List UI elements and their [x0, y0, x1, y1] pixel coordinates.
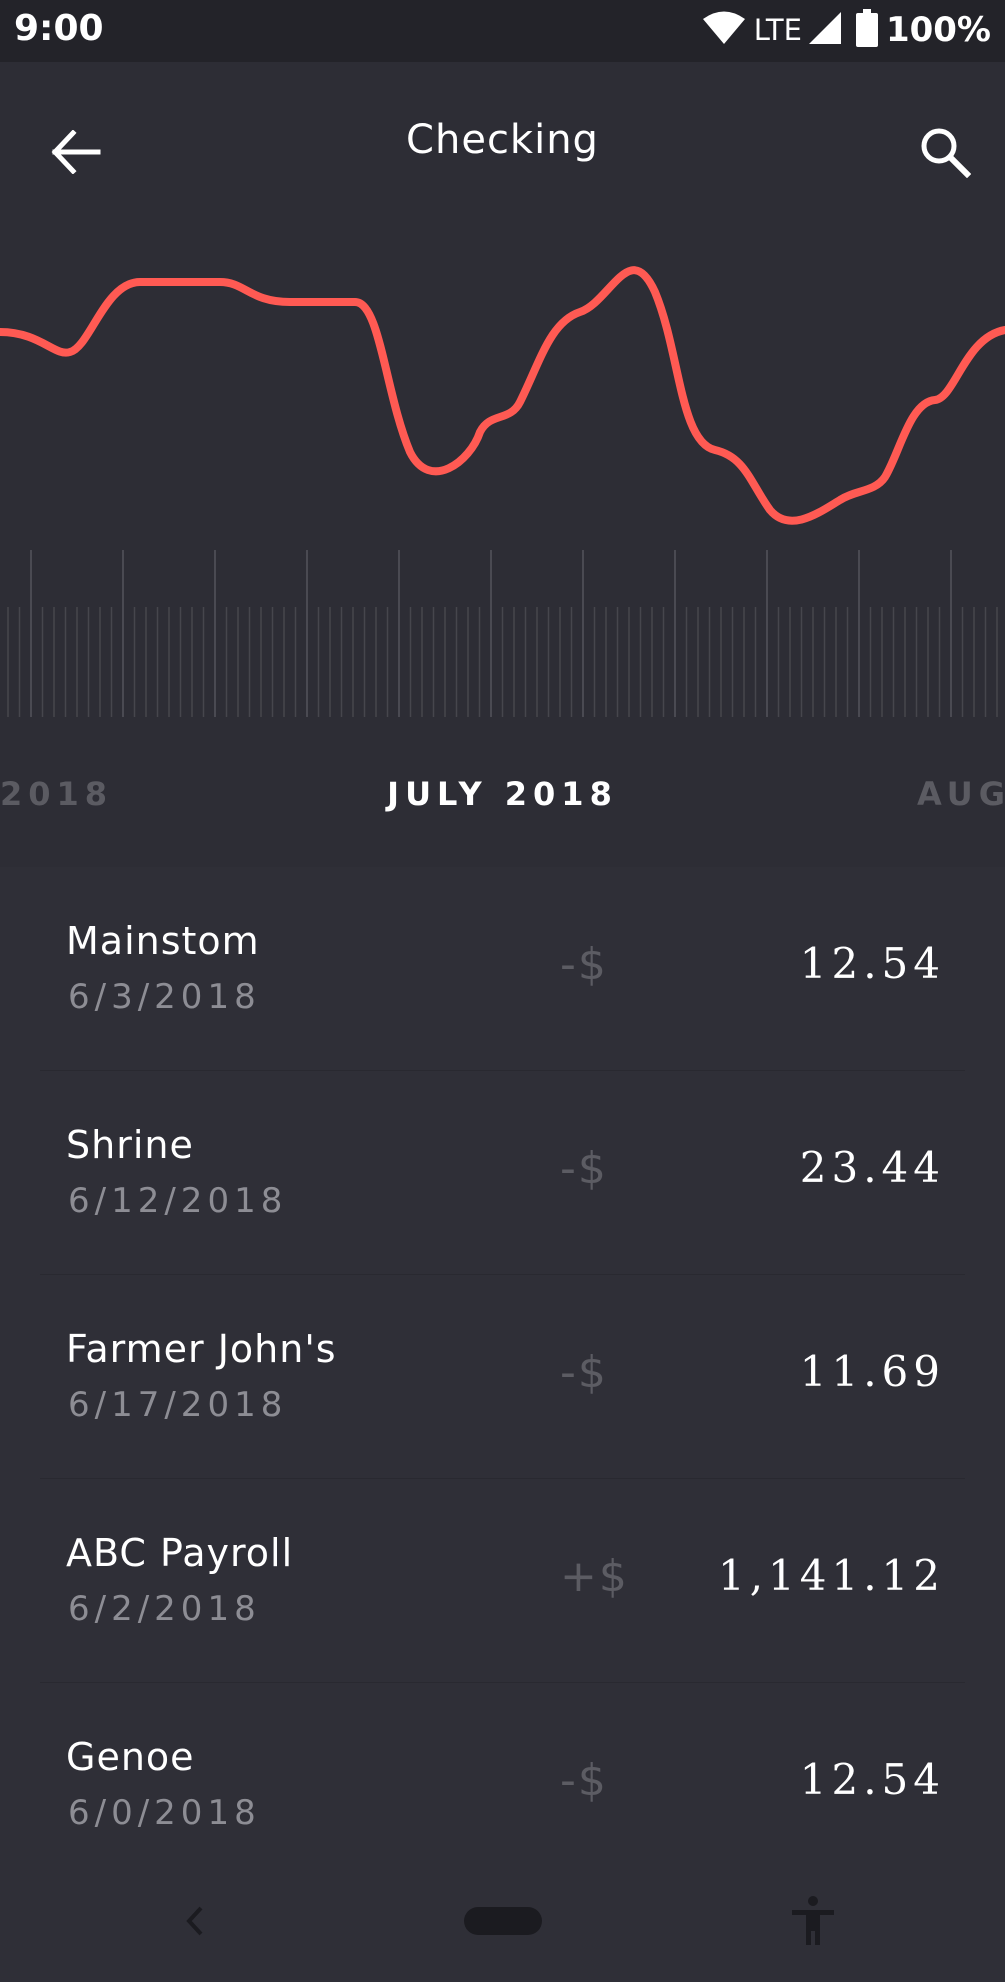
status-bar: 9:00 LTE 100% — [0, 0, 1005, 62]
transaction-amount: 23.44 — [799, 1143, 945, 1192]
wifi-icon — [702, 10, 746, 50]
transaction-row[interactable]: Shrine 6/12/2018 -$ 23.44 — [40, 1071, 965, 1275]
status-icons: LTE 100% — [702, 6, 991, 54]
transaction-row[interactable]: ABC Payroll 6/2/2018 +$ 1,141.12 — [40, 1479, 965, 1683]
home-pill[interactable] — [464, 1907, 542, 1935]
cell-signal-icon — [808, 11, 842, 49]
transaction-amount: 1,141.12 — [717, 1551, 945, 1600]
balance-chart[interactable] — [0, 222, 1005, 717]
page-title: Checking — [406, 117, 599, 163]
transaction-sign: -$ — [560, 939, 608, 990]
transaction-date: 6/17/2018 — [68, 1385, 288, 1425]
transaction-name: Genoe — [66, 1735, 195, 1779]
transaction-name: Shrine — [66, 1123, 194, 1167]
month-previous[interactable]: 2018 — [0, 775, 114, 813]
transaction-date: 6/3/2018 — [68, 977, 261, 1017]
transaction-date: 6/0/2018 — [68, 1793, 261, 1833]
transaction-date: 6/2/2018 — [68, 1589, 261, 1629]
network-type: LTE — [753, 13, 802, 47]
month-next[interactable]: AUG — [916, 775, 1005, 813]
balance-chart-svg — [0, 266, 1005, 717]
transaction-row[interactable]: Genoe 6/0/2018 -$ 12.54 — [40, 1683, 965, 1886]
transaction-amount: 11.69 — [799, 1347, 945, 1396]
battery-icon — [855, 9, 878, 51]
transaction-sign: -$ — [560, 1755, 608, 1806]
transaction-list: Mainstom 6/3/2018 -$ 12.54 Shrine 6/12/2… — [0, 867, 1005, 1886]
transaction-name: Mainstom — [66, 919, 260, 963]
transaction-date: 6/12/2018 — [68, 1181, 288, 1221]
month-current: JULY 2018 — [387, 775, 618, 813]
nav-back-icon — [185, 1905, 205, 1941]
transaction-row[interactable]: Farmer John's 6/17/2018 -$ 11.69 — [40, 1275, 965, 1479]
chart-tick-marks — [7, 550, 998, 717]
accessibility-icon — [790, 1895, 836, 1951]
status-time: 9:00 — [14, 8, 104, 49]
accessibility-button[interactable] — [788, 1896, 838, 1950]
system-nav-bar — [0, 1862, 1005, 1982]
transaction-amount: 12.54 — [799, 939, 945, 988]
battery-percent: 100% — [885, 10, 991, 50]
nav-back-button[interactable] — [170, 1898, 220, 1948]
transaction-sign: -$ — [560, 1143, 608, 1194]
search-icon — [919, 126, 972, 182]
transaction-name: ABC Payroll — [66, 1531, 294, 1575]
transaction-sign: +$ — [560, 1551, 629, 1602]
balance-line — [0, 266, 1005, 525]
back-button[interactable] — [36, 114, 116, 194]
back-arrow-icon — [51, 129, 101, 178]
app-bar: Checking — [0, 62, 1005, 222]
search-button[interactable] — [905, 114, 985, 194]
transaction-row[interactable]: Mainstom 6/3/2018 -$ 12.54 — [40, 867, 965, 1071]
transaction-amount: 12.54 — [799, 1755, 945, 1804]
transaction-name: Farmer John's — [66, 1327, 337, 1371]
transaction-sign: -$ — [560, 1347, 608, 1398]
month-selector[interactable]: 2018 JULY 2018 AUG — [0, 717, 1005, 867]
